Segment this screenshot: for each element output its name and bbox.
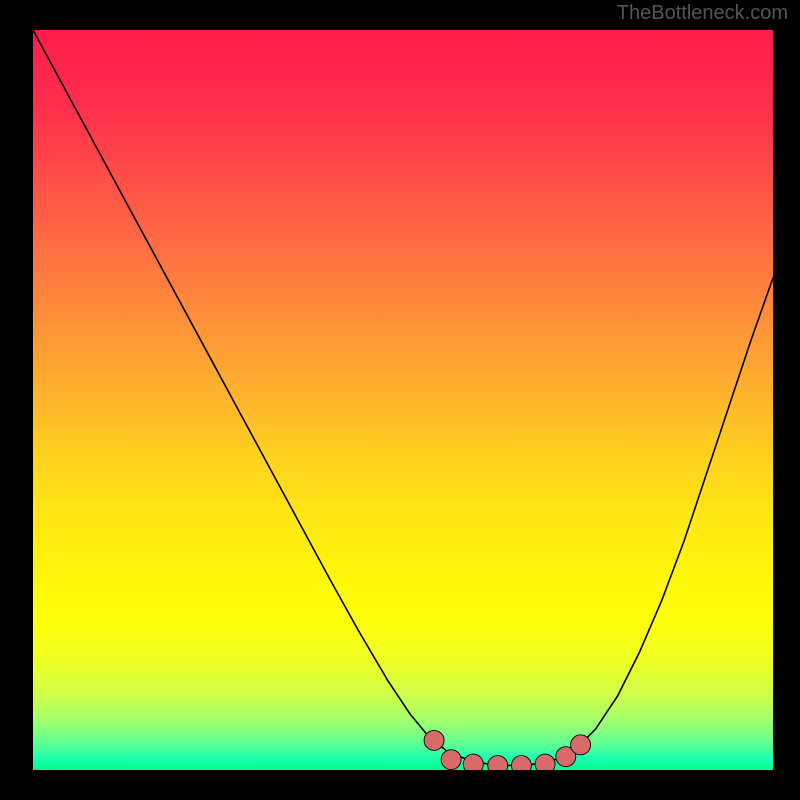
gradient-background bbox=[33, 30, 773, 770]
marker-point bbox=[535, 754, 555, 770]
plot-area bbox=[33, 30, 773, 770]
chart-container: TheBottleneck.com bbox=[0, 0, 800, 800]
marker-point bbox=[571, 735, 591, 755]
marker-point bbox=[441, 750, 461, 770]
watermark-text: TheBottleneck.com bbox=[617, 2, 788, 25]
chart-svg bbox=[33, 30, 773, 770]
marker-point bbox=[463, 754, 483, 770]
marker-point bbox=[424, 730, 444, 750]
